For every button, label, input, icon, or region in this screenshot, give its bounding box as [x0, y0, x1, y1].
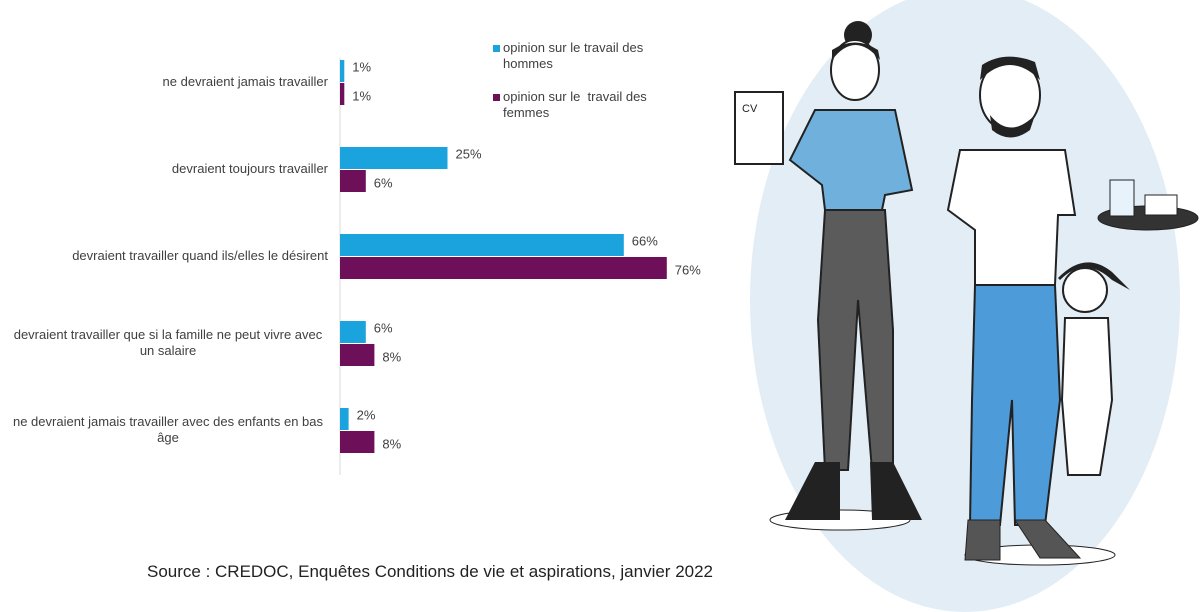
data-label: 6% — [374, 320, 393, 335]
bar — [340, 408, 349, 430]
bar — [340, 60, 345, 82]
bar — [340, 234, 624, 256]
data-label: 76% — [675, 262, 701, 277]
category-label: devraient travailler que si la famille n… — [13, 327, 323, 358]
data-label: 8% — [382, 436, 401, 451]
category-label: ne devraient jamais travailler — [162, 74, 328, 89]
data-label: 2% — [357, 407, 376, 422]
bar — [340, 344, 375, 366]
illustration: CV — [734, 0, 1199, 612]
data-label: 1% — [352, 88, 371, 103]
category-label: devraient toujours travailler — [171, 161, 328, 176]
legend-swatch — [493, 94, 500, 101]
data-label: 6% — [374, 175, 393, 190]
data-label: 1% — [352, 59, 371, 74]
bar — [340, 257, 667, 279]
bar — [340, 147, 448, 169]
legend-label: opinion sur le travail des femmes — [503, 89, 651, 120]
data-label: 8% — [382, 349, 401, 364]
legend-swatch — [493, 45, 500, 52]
svg-text:CV: CV — [742, 103, 758, 115]
source-note: Source : CREDOC, Enquêtes Conditions de … — [146, 562, 714, 581]
category-label: devraient travailler quand ils/elles le … — [72, 248, 328, 263]
data-label: 66% — [632, 233, 658, 248]
category-label: ne devraient jamais travailler avec des … — [12, 414, 323, 445]
bar — [340, 321, 366, 343]
bar — [340, 431, 375, 453]
bar — [340, 170, 366, 192]
legend-label: opinion sur le travail des hommes — [503, 40, 647, 71]
bar — [340, 83, 345, 105]
data-label: 25% — [456, 146, 482, 161]
